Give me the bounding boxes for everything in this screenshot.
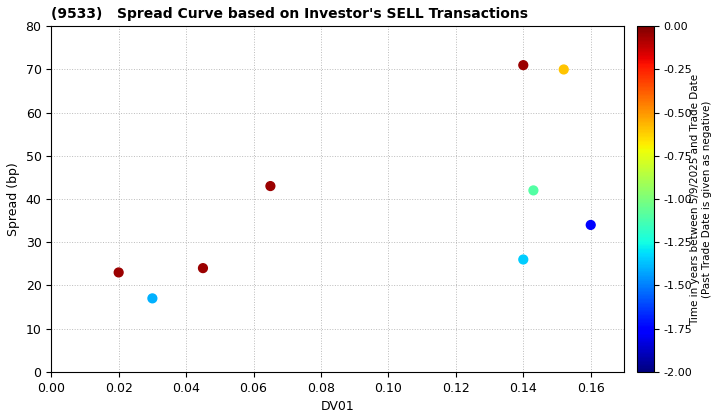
- Text: (9533)   Spread Curve based on Investor's SELL Transactions: (9533) Spread Curve based on Investor's …: [51, 7, 528, 21]
- X-axis label: DV01: DV01: [321, 400, 355, 413]
- Point: [518, 62, 529, 68]
- Point: [147, 295, 158, 302]
- Y-axis label: Spread (bp): Spread (bp): [7, 162, 20, 236]
- Point: [585, 222, 596, 228]
- Point: [528, 187, 539, 194]
- Y-axis label: Time in years between 5/9/2025 and Trade Date
(Past Trade Date is given as negat: Time in years between 5/9/2025 and Trade…: [690, 74, 711, 325]
- Point: [113, 269, 125, 276]
- Point: [518, 256, 529, 263]
- Point: [558, 66, 570, 73]
- Point: [197, 265, 209, 271]
- Point: [265, 183, 276, 189]
